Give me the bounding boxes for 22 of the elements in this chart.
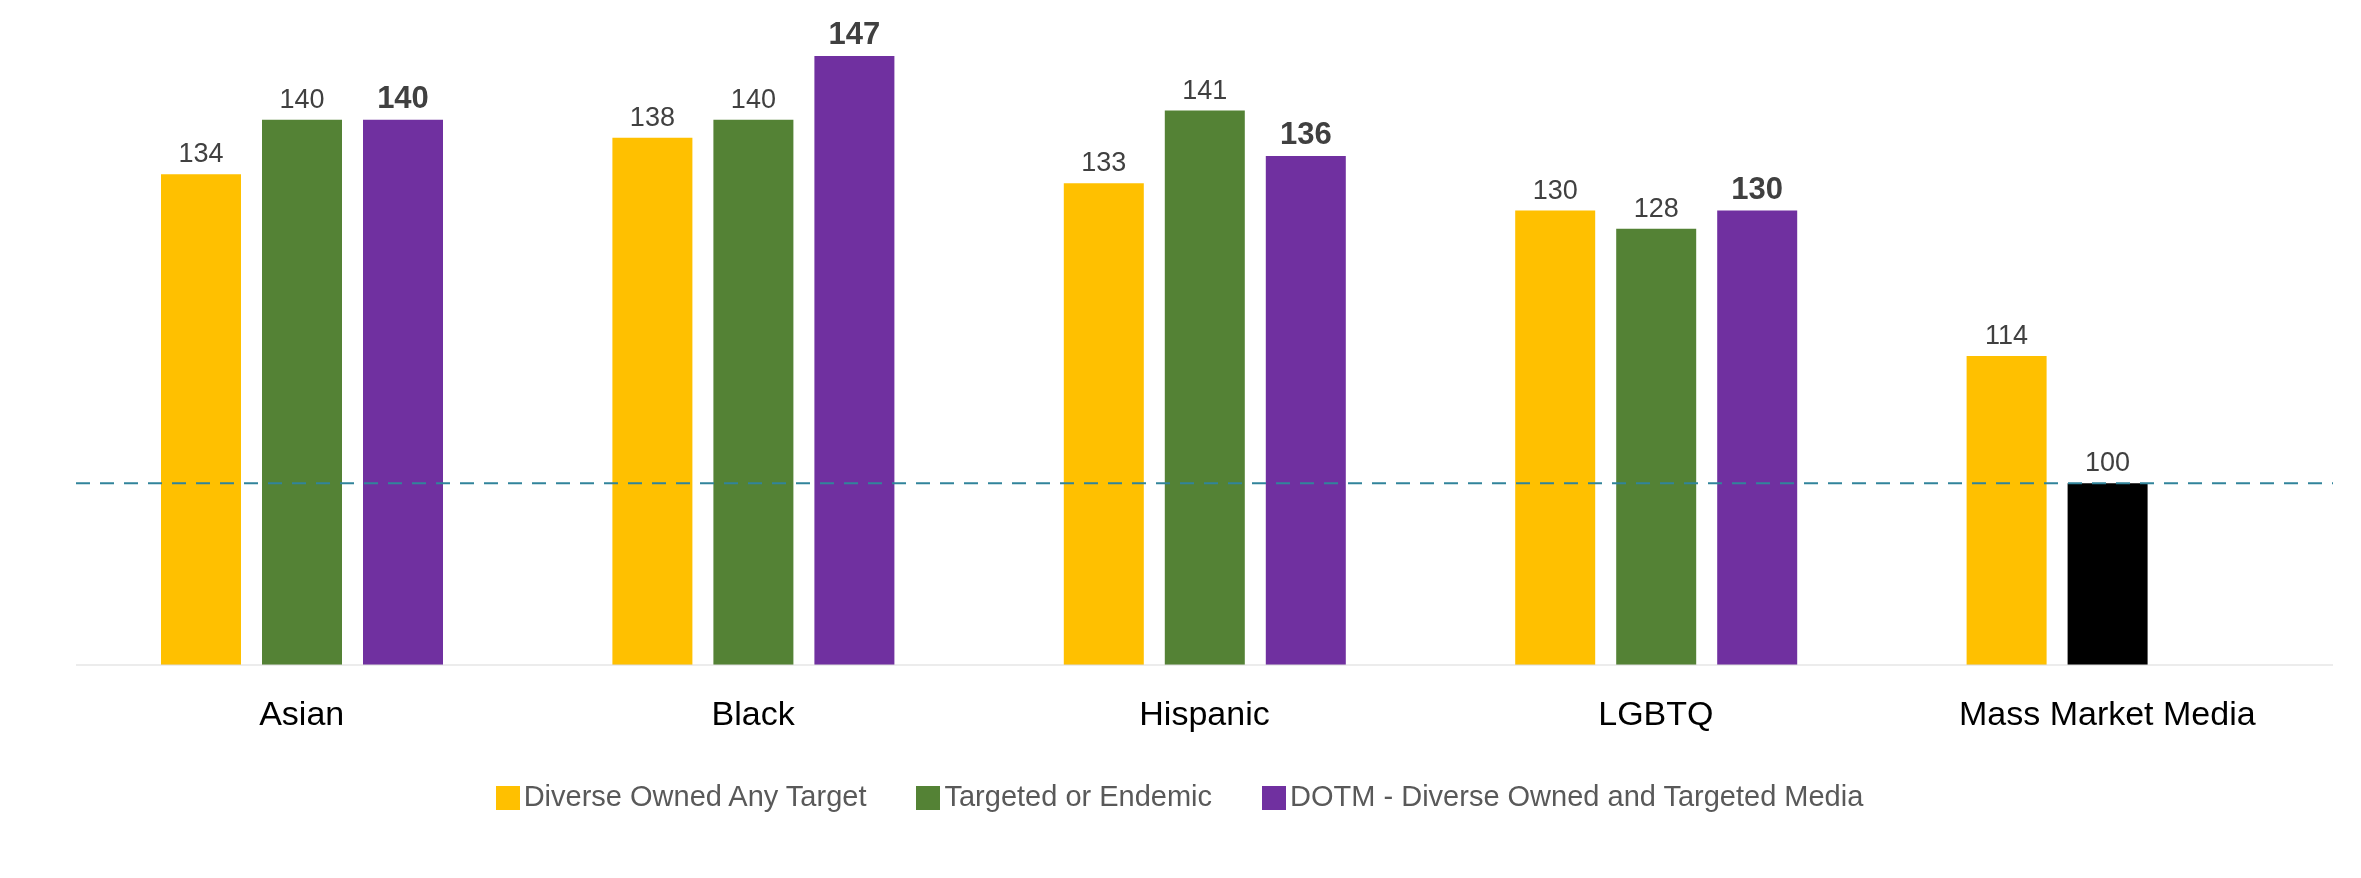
data-label: 138 bbox=[629, 101, 675, 132]
data-label: 100 bbox=[2085, 447, 2131, 478]
data-label: 128 bbox=[1633, 192, 1679, 223]
x-tick-label: Asian bbox=[259, 694, 345, 733]
legend-label: DOTM - Diverse Owned and Targeted Media bbox=[1290, 780, 1864, 812]
data-label: 130 bbox=[1532, 174, 1578, 205]
legend-label: Diverse Owned Any Target bbox=[523, 780, 867, 812]
x-tick-label: Hispanic bbox=[1139, 694, 1270, 733]
data-label: 140 bbox=[730, 83, 776, 114]
data-label: 134 bbox=[178, 138, 224, 169]
x-tick-label: LGBTQ bbox=[1598, 694, 1714, 733]
data-label: 147 bbox=[828, 16, 881, 51]
data-label: 136 bbox=[1279, 115, 1332, 151]
data-label: 114 bbox=[1985, 319, 2029, 350]
data-label: 133 bbox=[1081, 147, 1127, 178]
legend-label: Targeted or Endemic bbox=[944, 780, 1213, 812]
x-tick-label: Black bbox=[711, 694, 796, 733]
data-label: 140 bbox=[377, 79, 429, 115]
data-label: 140 bbox=[279, 83, 325, 114]
data-label: 141 bbox=[1182, 74, 1228, 105]
data-label: 130 bbox=[1731, 170, 1784, 206]
x-tick-label: Mass Market Media bbox=[1958, 694, 2256, 733]
